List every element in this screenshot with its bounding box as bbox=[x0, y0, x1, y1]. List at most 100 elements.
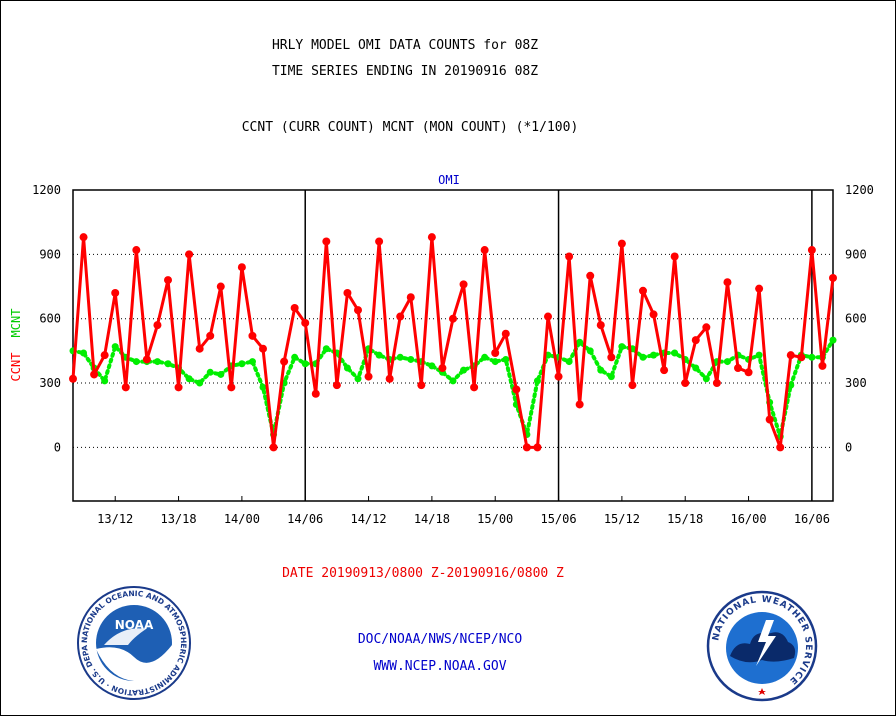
mcnt-data-point bbox=[375, 351, 383, 359]
ccnt-data-point bbox=[332, 381, 341, 390]
ccnt-data-point bbox=[142, 355, 151, 364]
mcnt-data-point bbox=[533, 377, 541, 385]
ccnt-data-point bbox=[660, 366, 669, 375]
ccnt-data-point bbox=[301, 318, 310, 327]
ccnt-data-point bbox=[364, 372, 373, 381]
mcnt-data-point bbox=[618, 343, 626, 351]
ccnt-data-point bbox=[132, 246, 141, 255]
mcnt-data-point bbox=[301, 360, 309, 368]
ccnt-data-point bbox=[280, 357, 289, 366]
y-tick-label-right: 1200 bbox=[845, 183, 874, 197]
ccnt-data-point bbox=[343, 288, 352, 297]
noaa-logo-text: NOAA bbox=[115, 618, 154, 632]
mcnt-data-point bbox=[650, 351, 658, 359]
mcnt-data-point bbox=[565, 358, 573, 366]
mcnt-data-point bbox=[702, 375, 710, 383]
x-tick-label: 13/12 bbox=[97, 512, 133, 526]
y-tick-label-right: 0 bbox=[845, 440, 852, 454]
ccnt-data-point bbox=[681, 379, 690, 388]
ccnt-data-point bbox=[755, 284, 764, 293]
ccnt-data-point bbox=[797, 353, 806, 362]
ccnt-data-point bbox=[818, 361, 827, 370]
y-tick-label-right: 600 bbox=[845, 312, 867, 326]
mcnt-data-point bbox=[259, 383, 267, 391]
ccnt-data-point bbox=[596, 321, 605, 330]
ccnt-axis-label: CCNT bbox=[9, 353, 23, 382]
ccnt-data-point bbox=[417, 381, 426, 390]
mcnt-axis-label: MCNT bbox=[9, 309, 23, 338]
ccnt-data-point bbox=[691, 336, 700, 345]
website-url: WWW.NCEP.NOAA.GOV bbox=[373, 659, 507, 674]
ccnt-data-point bbox=[607, 353, 616, 362]
x-tick-label: 14/12 bbox=[350, 512, 386, 526]
ccnt-data-point bbox=[206, 331, 215, 340]
x-tick-label: 14/00 bbox=[224, 512, 260, 526]
ccnt-data-point bbox=[829, 273, 837, 282]
x-tick-label: 14/18 bbox=[414, 512, 450, 526]
ccnt-data-point bbox=[385, 374, 394, 383]
ccnt-data-point bbox=[164, 276, 172, 285]
ccnt-data-point bbox=[501, 329, 510, 338]
ccnt-data-point bbox=[269, 443, 278, 452]
ccnt-data-point bbox=[79, 233, 88, 242]
organization: DOC/NOAA/NWS/NCEP/NCO bbox=[357, 632, 523, 647]
panel-title: OMI bbox=[438, 173, 460, 187]
chart-title-line2: TIME SERIES ENDING IN 20190916 08Z bbox=[271, 64, 539, 79]
mcnt-data-point bbox=[671, 349, 679, 357]
mcnt-data-point bbox=[460, 366, 468, 374]
ccnt-data-point bbox=[406, 293, 415, 302]
mcnt-data-point bbox=[291, 353, 299, 361]
mcnt-data-point bbox=[248, 358, 256, 366]
left-y-axis-label: CCNT MCNT bbox=[9, 309, 23, 382]
y-tick-label-left: 300 bbox=[39, 376, 61, 390]
mcnt-data-point bbox=[343, 364, 351, 372]
mcnt-data-point bbox=[829, 336, 837, 344]
ccnt-data-point bbox=[396, 312, 405, 321]
ccnt-data-point bbox=[449, 314, 457, 323]
mcnt-data-point bbox=[354, 375, 362, 383]
plot-frame bbox=[72, 189, 834, 502]
ccnt-data-point bbox=[554, 372, 563, 381]
chart-subtitle: CCNT (CURR COUNT) MCNT (MON COUNT) (*1/1… bbox=[241, 120, 579, 135]
ccnt-data-point bbox=[522, 443, 531, 452]
ccnt-data-point bbox=[438, 364, 447, 373]
ccnt-data-point bbox=[121, 383, 130, 392]
date-range: DATE 20190913/0800 Z-20190916/0800 Z bbox=[282, 566, 564, 581]
ccnt-data-point bbox=[565, 252, 574, 261]
ccnt-data-point bbox=[100, 351, 109, 360]
x-tick-label: 14/06 bbox=[287, 512, 323, 526]
ccnt-data-point bbox=[195, 344, 204, 353]
ccnt-data-point bbox=[459, 280, 468, 289]
ccnt-data-point bbox=[544, 312, 552, 321]
nws-logo-icon: NATIONAL WEATHER SERVICE bbox=[706, 590, 818, 702]
ccnt-data-point bbox=[311, 389, 320, 398]
ccnt-data-point bbox=[427, 233, 436, 242]
chart-axes: 0 0 300 300 600 600 900 900 1200 1200 13/12 13/18 14… bbox=[32, 183, 874, 526]
ccnt-data-point bbox=[237, 263, 246, 272]
ccnt-data-point bbox=[227, 383, 236, 392]
ccnt-data-point bbox=[617, 239, 626, 248]
ccnt-data-point bbox=[354, 306, 362, 315]
x-tick-label: 15/12 bbox=[604, 512, 640, 526]
ccnt-data-point bbox=[723, 278, 732, 287]
y-tick-label-left: 900 bbox=[39, 247, 61, 261]
ccnt-data-point bbox=[670, 252, 679, 261]
mcnt-data-point bbox=[481, 353, 489, 361]
ccnt-data-point bbox=[575, 400, 584, 409]
mcnt-data-point bbox=[153, 358, 161, 366]
ccnt-data-point bbox=[480, 246, 489, 255]
mcnt-data-point bbox=[407, 355, 415, 363]
ccnt-data-point bbox=[586, 271, 595, 280]
chart-title-line1: HRLY MODEL OMI DATA COUNTS for 08Z bbox=[271, 38, 539, 53]
ccnt-series-line bbox=[71, 235, 835, 449]
ccnt-data-point bbox=[111, 288, 120, 297]
mcnt-data-point bbox=[586, 347, 594, 355]
mcnt-data-point bbox=[692, 364, 700, 372]
mcnt-data-point bbox=[502, 355, 510, 363]
x-tick-label: 16/06 bbox=[794, 512, 830, 526]
ccnt-data-point bbox=[185, 250, 194, 259]
ccnt-data-point bbox=[322, 237, 331, 246]
mcnt-data-point bbox=[597, 366, 605, 374]
ccnt-data-point bbox=[744, 368, 753, 377]
